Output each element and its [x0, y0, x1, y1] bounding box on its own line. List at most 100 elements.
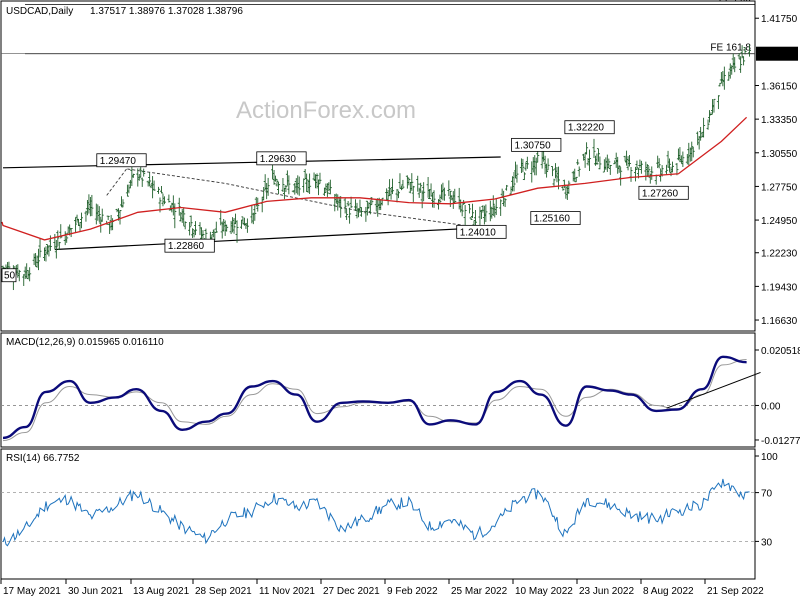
- ohlc-bar: [214, 221, 218, 233]
- ohlc-bar: [585, 142, 589, 155]
- date-tick-label: 13 Aug 2021: [133, 586, 190, 597]
- ohlc-bar: [148, 172, 152, 187]
- ohlc-bar: [442, 187, 446, 201]
- date-tick-label: 8 Aug 2022: [643, 586, 694, 597]
- ohlc-bar: [182, 207, 186, 226]
- price-annotation-label: 1.32220: [568, 123, 605, 134]
- ohlc-bar: [709, 112, 713, 116]
- ohlc-bar: [266, 177, 270, 196]
- ohlc-bar: [665, 164, 669, 176]
- ohlc-bar: [702, 117, 706, 138]
- ohlc-bar: [428, 189, 432, 200]
- price-annotation-box: [564, 120, 615, 135]
- ohlc-bar: [339, 196, 343, 218]
- ohlc-bar: [380, 197, 384, 206]
- ohlc-bar: [645, 164, 649, 178]
- ohlc-bar: [90, 194, 94, 217]
- ohlc-bar: [253, 204, 257, 221]
- ohlc-bar: [401, 179, 405, 189]
- price-title: USDCAD,Daily 1.37517 1.38976 1.37028 1.3…: [6, 6, 243, 17]
- trendlines: [2, 156, 504, 251]
- ohlc-bar: [315, 173, 319, 189]
- ohlc-bar: [551, 166, 555, 177]
- ohlc-bar: [308, 173, 312, 194]
- ohlc-bar: [743, 47, 747, 55]
- rsi-axis: 100 70 30: [1, 452, 778, 548]
- ohlc-bar: [232, 218, 236, 234]
- ohlc-bar: [473, 210, 477, 228]
- watermark: ActionForex.com: [236, 97, 416, 124]
- ohlc-bar: [605, 154, 609, 172]
- price-annotation: 1.29630: [256, 151, 307, 166]
- price-annotation: 1.29470: [96, 153, 147, 168]
- date-tick-label: 30 Jun 2021: [68, 586, 123, 597]
- ohlc-bar: [484, 204, 488, 223]
- ohlc-bar: [739, 56, 743, 73]
- ohlc-bar: [157, 186, 161, 194]
- price-tick-label: 1.33350: [761, 115, 798, 126]
- price-annotation-box: [256, 151, 307, 166]
- price-annotation: 1.27260: [638, 185, 689, 200]
- price-title-symbol: USDCAD,Daily: [6, 6, 73, 17]
- ohlc-bar: [328, 179, 332, 195]
- dashed-trendline: [106, 167, 128, 196]
- ohlc-bar: [396, 190, 400, 199]
- price-annotation: 50: [1, 268, 17, 283]
- price-annotation-box: [511, 137, 562, 152]
- ohlc-bar: [302, 178, 306, 193]
- ohlc-bar: [453, 188, 457, 204]
- ohlc-bar: [650, 166, 654, 180]
- ohlc-bar: [494, 198, 498, 216]
- price-annotation-label: 1.27260: [642, 188, 679, 199]
- ohlc-bar: [211, 229, 215, 238]
- ohlc-bar: [463, 204, 467, 226]
- rsi-lines: [2, 478, 750, 547]
- price-tick-label: 1.30550: [761, 149, 798, 160]
- price-tick-label: 1.41750: [761, 14, 798, 25]
- ohlc-bar: [577, 166, 581, 177]
- ohlc-bar: [80, 212, 84, 229]
- ohlc-bar: [28, 267, 32, 282]
- price-annotation: 1.22860: [164, 238, 215, 253]
- ohlc-bar: [681, 151, 685, 167]
- price-annotation-label: 1.22860: [168, 241, 205, 252]
- ohlc-bar: [118, 210, 122, 225]
- ohlc-bar: [56, 230, 60, 246]
- price-tick-label: 1.36150: [761, 82, 798, 93]
- ohlc-bar: [733, 57, 737, 73]
- ohlc-bar: [608, 164, 612, 175]
- ohlc-bar: [140, 177, 144, 187]
- macd-panel: [0, 332, 756, 448]
- ohlc-bar: [100, 208, 104, 222]
- ohlc-bar: [422, 182, 426, 202]
- ohlc-bar: [277, 181, 281, 195]
- ohlc-bar: [499, 199, 503, 216]
- price-tick-label: 1.27750: [761, 182, 798, 193]
- ohlc-bar: [225, 224, 229, 232]
- trendline: [2, 156, 501, 169]
- ohlc-bar: [65, 235, 69, 243]
- ohlc-bar: [272, 169, 276, 185]
- trendline: [54, 226, 504, 251]
- ohlc-bar: [391, 178, 395, 195]
- ohlc-bar: [57, 241, 61, 250]
- ohlc-bar: [54, 240, 58, 259]
- ohlc-bar: [512, 172, 516, 192]
- price-tick-label: 1.22230: [761, 249, 798, 260]
- ohlc-bar: [607, 158, 611, 168]
- price-annotation-box: [456, 224, 507, 239]
- ohlc-bar: [38, 238, 42, 258]
- price-annotation: 1.32220: [564, 120, 615, 135]
- date-axis: 17 May 2021 30 Jun 2021 13 Aug 2021 28 Sep …: [0, 579, 764, 597]
- ohlc-bar: [588, 149, 592, 171]
- ohlc-bar: [204, 228, 208, 241]
- price-annotation: 1.25160: [530, 211, 581, 225]
- price-annotation-box: [164, 238, 215, 253]
- rsi-tick-label: 30: [761, 537, 773, 548]
- ohlc-bar: [675, 163, 679, 176]
- macd-title: MACD(12,26,9) 0.015965 0.016110: [6, 337, 164, 348]
- price-tick-label: 1.16630: [761, 316, 798, 327]
- ohlc-bar: [617, 165, 621, 173]
